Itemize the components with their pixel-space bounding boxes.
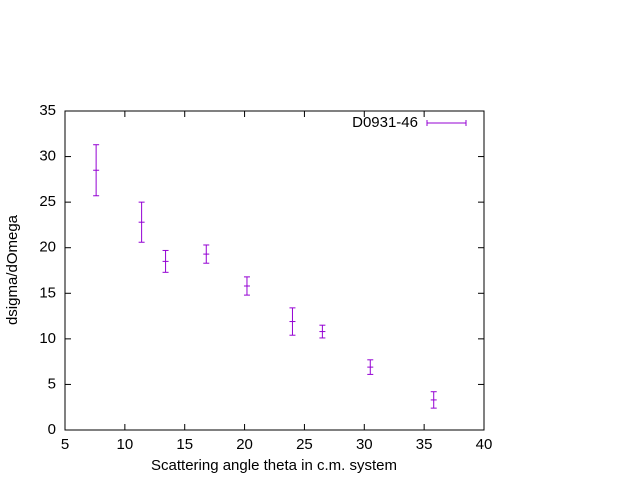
y-tick-label: 20 bbox=[39, 239, 56, 256]
y-tick-label: 30 bbox=[39, 148, 56, 165]
plot-border bbox=[64, 110, 485, 431]
y-tick-label: 15 bbox=[39, 284, 56, 301]
x-tick-label: 40 bbox=[476, 436, 493, 453]
x-tick-label: 20 bbox=[236, 436, 253, 453]
y-tick-label: 5 bbox=[48, 375, 56, 392]
x-tick-label: 30 bbox=[356, 436, 373, 453]
x-axis-label: Scattering angle theta in c.m. system bbox=[151, 457, 397, 474]
y-tick-label: 10 bbox=[39, 330, 56, 347]
x-tick-label: 10 bbox=[117, 436, 134, 453]
legend-label: D0931-46 bbox=[352, 114, 418, 131]
x-tick-label: 15 bbox=[176, 436, 193, 453]
y-tick-label: 35 bbox=[39, 102, 56, 119]
y-axis-label: dsigma/dOmega bbox=[4, 214, 21, 325]
x-tick-label: 35 bbox=[416, 436, 433, 453]
y-tick-label: 0 bbox=[48, 421, 56, 438]
x-tick-label: 25 bbox=[296, 436, 313, 453]
x-tick-label: 5 bbox=[61, 436, 69, 453]
y-tick-label: 25 bbox=[39, 193, 56, 210]
